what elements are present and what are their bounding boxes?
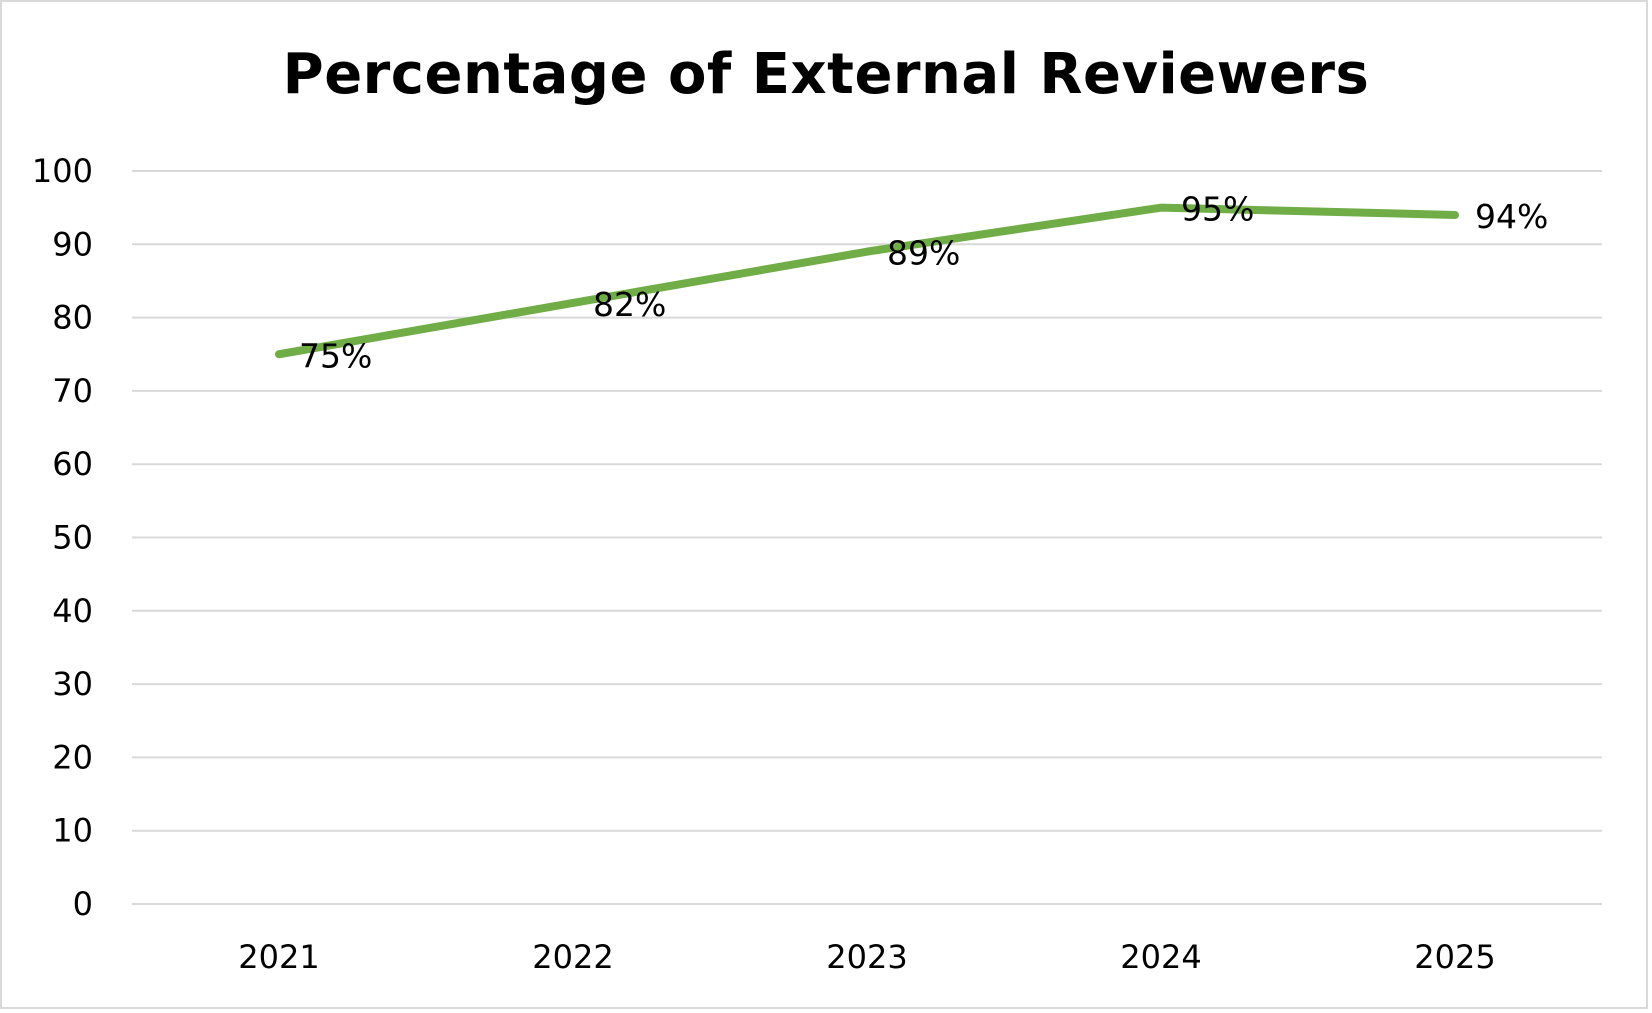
x-axis-tick-labels: 2021 2022 2023 2024 2025 [238, 938, 1495, 976]
y-tick-label: 30 [52, 665, 93, 703]
x-tick-label: 2022 [532, 938, 613, 976]
x-tick-label: 2024 [1120, 938, 1201, 976]
y-tick-label: 20 [52, 738, 93, 776]
y-tick-label: 100 [32, 152, 93, 190]
y-tick-label: 90 [52, 225, 93, 263]
y-tick-label: 80 [52, 299, 93, 337]
data-label: 94% [1475, 197, 1548, 236]
x-tick-label: 2025 [1414, 938, 1495, 976]
y-tick-label: 10 [52, 812, 93, 850]
x-tick-label: 2023 [826, 938, 907, 976]
data-labels: 75% 82% 89% 95% 94% [299, 190, 1548, 376]
gridlines [132, 170, 1602, 905]
y-tick-label: 60 [52, 445, 93, 483]
y-tick-label: 50 [52, 519, 93, 557]
data-label: 82% [593, 285, 666, 324]
series-line [275, 203, 1459, 359]
data-label: 89% [887, 234, 960, 273]
data-label: 95% [1181, 190, 1254, 229]
series-layer [275, 203, 1459, 359]
data-label: 75% [299, 336, 372, 375]
y-tick-label: 70 [52, 372, 93, 410]
x-tick-label: 2021 [238, 938, 319, 976]
y-tick-label: 40 [52, 592, 93, 630]
y-tick-label: 0 [73, 885, 93, 923]
y-axis-tick-labels: 0 10 20 30 40 50 60 70 80 90 100 [32, 152, 93, 923]
chart-title: Percentage of External Reviewers [282, 42, 1370, 107]
